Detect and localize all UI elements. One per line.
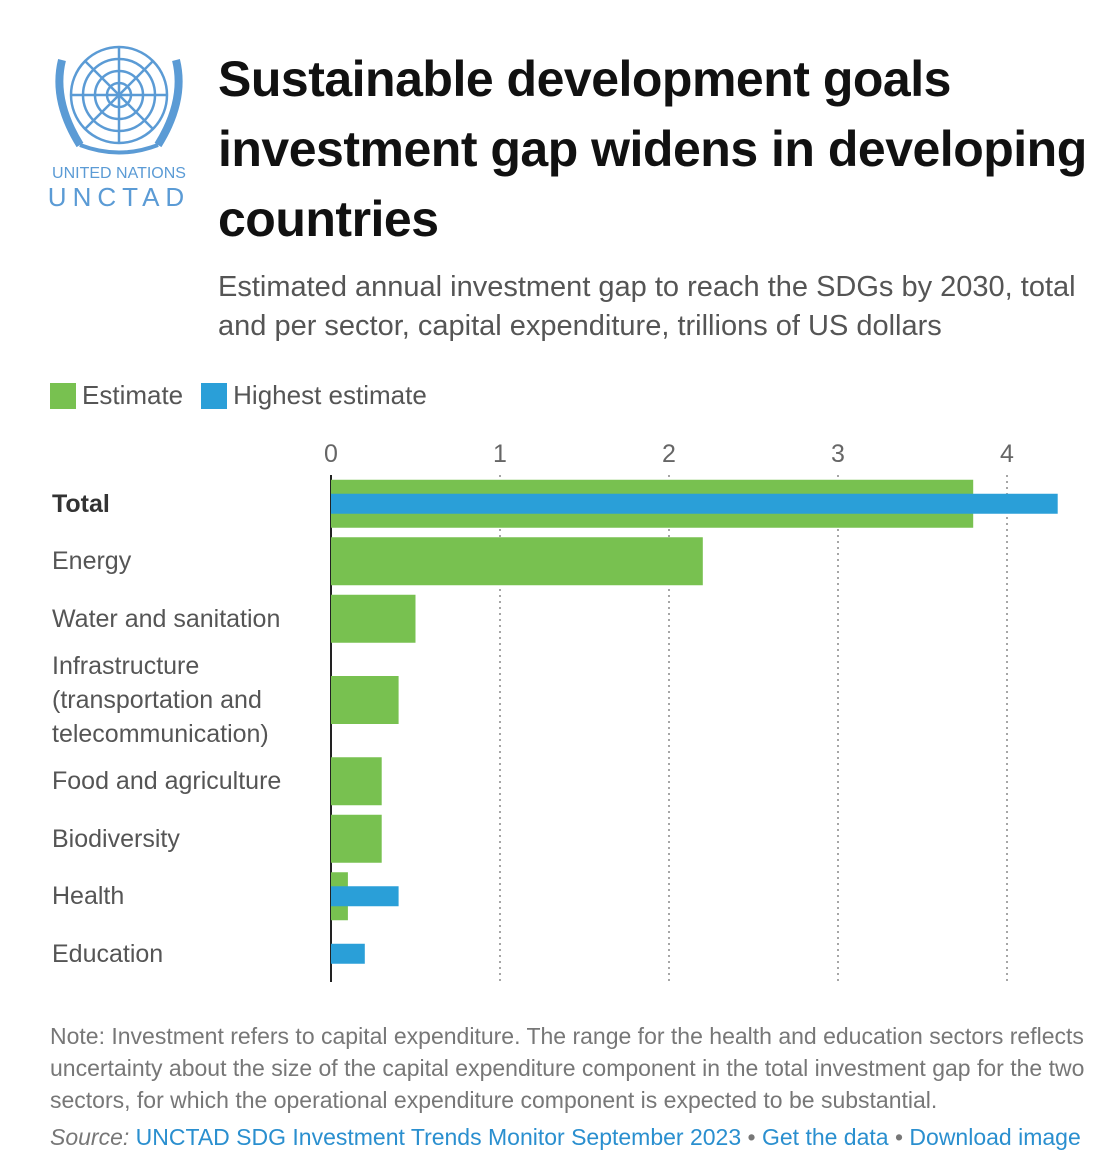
un-emblem [55,45,183,155]
y-tick-label: Biodiversity [52,824,180,853]
legend-swatch [201,382,228,409]
y-tick-label: Health [52,882,125,911]
legend-label: Highest estimate [233,380,427,410]
download-link[interactable]: Download image [909,1124,1081,1150]
bar [331,676,399,724]
source: Source: UNCTAD SDG Investment Trends Mon… [50,1124,1081,1151]
y-tick-label: Infrastructure (transportation and telec… [52,652,269,748]
legend: Estimate Highest estimate [50,380,427,411]
source-label: Source: [50,1124,130,1150]
bar [331,594,416,643]
data-link[interactable]: Get the data [761,1124,889,1150]
x-tick-label: 4 [1000,440,1014,468]
source-link[interactable]: UNCTAD SDG Investment Trends Monitor Sep… [135,1124,742,1150]
separator: • [747,1124,756,1150]
x-tick-label: 1 [493,440,507,468]
legend-swatch [50,382,76,409]
logo-line2: UNCTAD [48,182,190,212]
x-tick-label: 2 [662,440,676,468]
y-tick-label: Education [52,939,164,968]
bar [331,943,365,964]
x-tick-label: 3 [831,440,845,468]
bar [331,814,382,863]
y-tick-label: Energy [52,547,132,576]
bar [331,537,703,586]
bar [331,757,382,806]
separator: • [894,1124,904,1150]
y-tick-label: Water and sanitation [52,604,281,633]
bar [331,886,399,907]
note: Note: Investment refers to capital expen… [50,1023,1085,1113]
logo-line1: UNITED NATIONS [52,165,186,182]
legend-item: Estimate [50,380,183,411]
x-tick-label: 0 [324,440,338,468]
bar [331,493,1058,514]
chart-title: Sustainable development goals investment… [218,51,1087,247]
chart-subtitle: Estimated annual investment gap to reach… [218,271,1076,342]
legend-label: Estimate [82,380,184,410]
y-tick-label: Total [52,489,110,518]
legend-item: Highest estimate [201,380,427,411]
y-tick-label: Food and agriculture [52,767,282,796]
